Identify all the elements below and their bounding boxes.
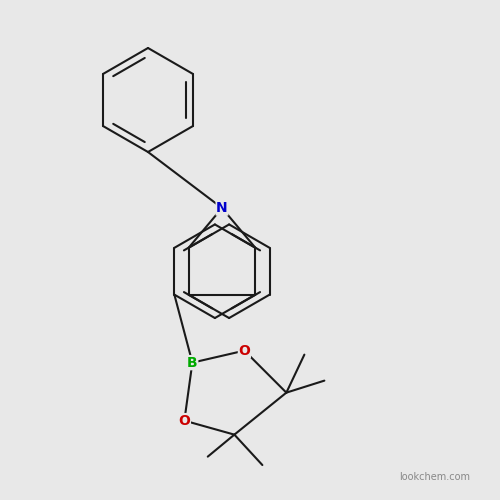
Text: O: O [178, 414, 190, 428]
Text: N: N [216, 201, 228, 215]
Text: lookchem.com: lookchem.com [399, 472, 470, 482]
Text: O: O [238, 344, 250, 357]
Text: B: B [187, 356, 198, 370]
